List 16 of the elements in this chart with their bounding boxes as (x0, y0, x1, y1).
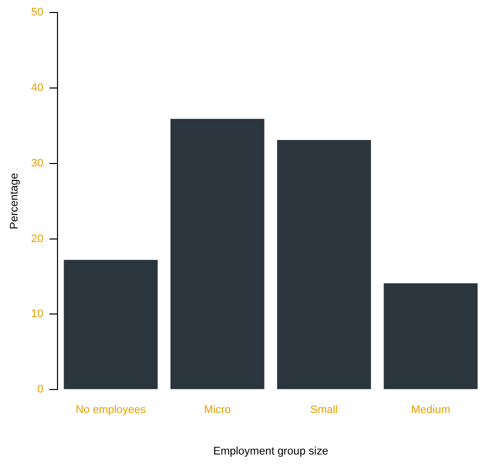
x-tick-label: Micro (204, 404, 231, 416)
y-tick-label: 30 (31, 157, 44, 170)
x-tick-label: Small (310, 404, 338, 416)
y-tick-label: 0 (37, 384, 44, 396)
y-axis-title: Percentage (8, 172, 21, 230)
y-tick-label: 20 (31, 232, 44, 245)
x-tick-label: Medium (411, 404, 450, 416)
bar (384, 283, 478, 390)
y-tick-label: 50 (31, 6, 44, 19)
bar (277, 140, 371, 390)
x-tick-label: No employees (76, 404, 146, 416)
x-axis-title: Employment group size (213, 445, 328, 458)
bar (170, 118, 264, 390)
y-tick-label: 40 (31, 82, 44, 94)
bar (64, 260, 158, 390)
y-tick-label: 10 (31, 308, 44, 320)
